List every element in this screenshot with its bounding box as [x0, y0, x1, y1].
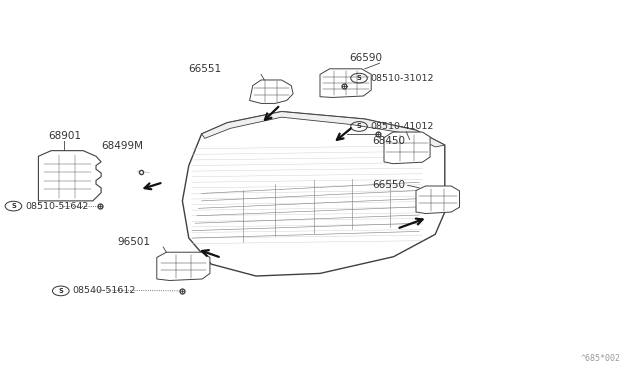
Text: 08540-51612: 08540-51612 — [72, 286, 136, 295]
Text: 68499M: 68499M — [101, 141, 143, 151]
Polygon shape — [320, 69, 371, 97]
Text: 66590: 66590 — [349, 53, 382, 63]
Text: 08510-51642: 08510-51642 — [25, 202, 88, 211]
Text: 08510-41012: 08510-41012 — [371, 122, 434, 131]
Text: ^685*002: ^685*002 — [581, 354, 621, 363]
Text: 68901: 68901 — [48, 131, 81, 141]
Text: S: S — [356, 124, 362, 129]
Text: 66551: 66551 — [188, 64, 221, 74]
Polygon shape — [202, 112, 445, 147]
Polygon shape — [250, 80, 293, 103]
Text: S: S — [11, 203, 16, 209]
Text: S: S — [58, 288, 63, 294]
Text: S: S — [356, 75, 362, 81]
Text: 66550: 66550 — [372, 180, 406, 190]
Polygon shape — [38, 151, 101, 201]
Text: 96501: 96501 — [117, 237, 150, 247]
Text: 08510-31012: 08510-31012 — [371, 74, 434, 83]
Polygon shape — [384, 132, 430, 164]
Polygon shape — [157, 252, 210, 280]
Text: 68450: 68450 — [372, 136, 406, 145]
Polygon shape — [182, 112, 445, 276]
Polygon shape — [416, 186, 460, 214]
